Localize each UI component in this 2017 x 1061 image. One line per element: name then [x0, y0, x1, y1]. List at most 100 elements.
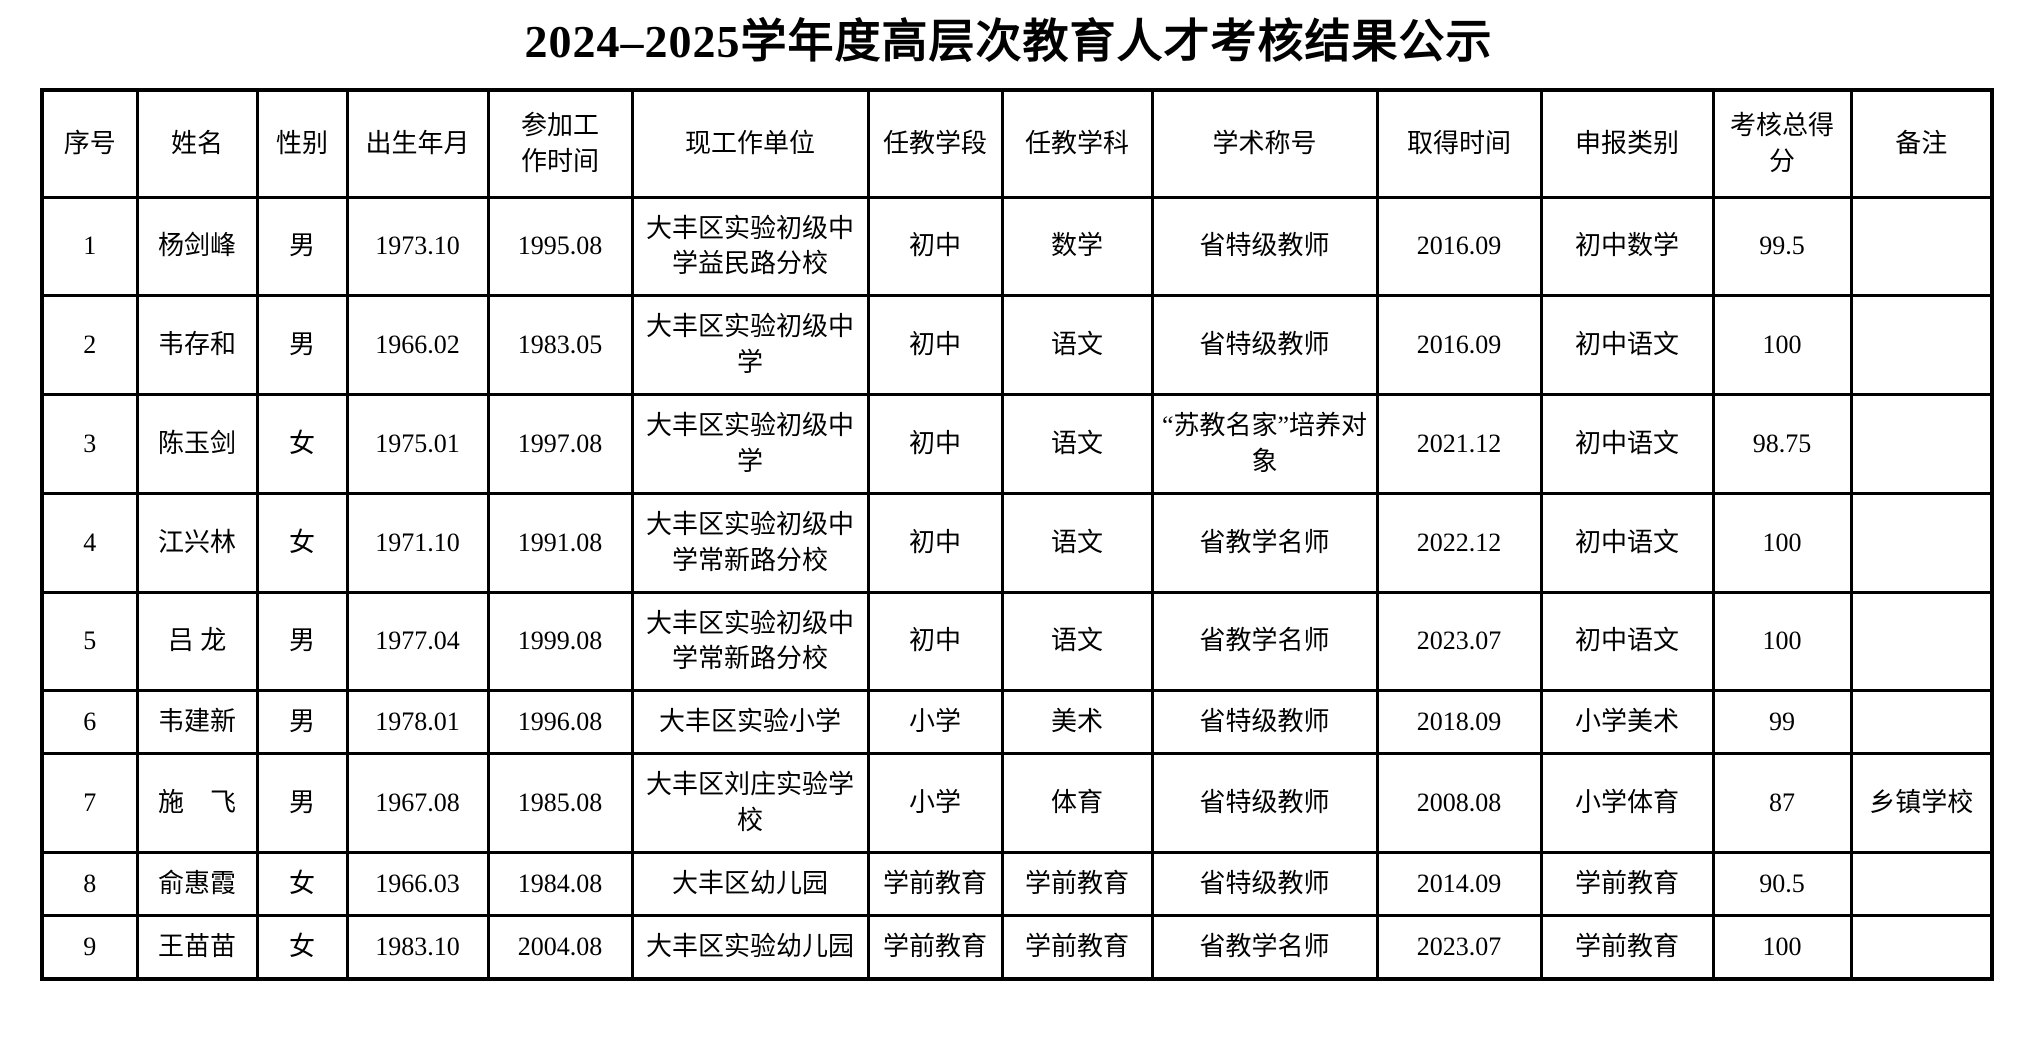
- cell-stage: 学前教育: [866, 913, 1004, 981]
- cell-title: 省特级教师: [1150, 689, 1379, 756]
- cell-score: 100: [1711, 913, 1853, 981]
- table-row: 6 韦建新男 1978.01 1996.08 大丰区实验小学 小学 美术 省特级教师 2018.…: [40, 689, 1994, 756]
- cell-title: 省特级教师: [1150, 294, 1379, 397]
- cell-birth: 1967.08: [345, 752, 490, 854]
- column-header-title: 学术称号: [1150, 88, 1379, 199]
- cell-name: 王苗苗: [135, 913, 259, 981]
- cell-remarks: [1849, 590, 1994, 693]
- column-header-remarks: 备注: [1849, 88, 1994, 199]
- cell-category: 初中数学: [1539, 195, 1715, 298]
- table-row: 1 杨剑峰男 1973.10 1995.08 大丰区实验初级中学益民路分校 初中 数学 省特级…: [40, 195, 1994, 298]
- cell-gender: 女: [255, 913, 349, 981]
- table-row: 2 韦存和男 1966.02 1983.05 大丰区实验初级中学 初中 语文 省特级教师 201…: [40, 294, 1994, 397]
- cell-birth: 1975.01: [345, 393, 490, 495]
- cell-gender: 女: [255, 491, 349, 594]
- cell-remarks: 乡镇学校: [1849, 752, 1994, 854]
- cell-seq: 7: [40, 752, 139, 854]
- cell-workstart: 1985.08: [486, 752, 634, 854]
- cell-name: 韦建新: [135, 689, 259, 756]
- cell-stage: 学前教育: [866, 850, 1004, 917]
- cell-workstart: 1996.08: [486, 689, 634, 756]
- cell-category: 初中语文: [1539, 294, 1715, 397]
- cell-unit: 大丰区实验初级中学益民路分校: [630, 195, 870, 298]
- cell-birth: 1983.10: [345, 913, 490, 981]
- results-table: 序号 姓名 性别 出生年月 参加工 作时间 现工作单位 任教学段 任教学科 学术称号 取得时间 申报…: [40, 87, 1994, 981]
- column-header-score: 考核总得 分: [1711, 88, 1853, 199]
- cell-name: 陈玉剑: [135, 393, 259, 495]
- cell-title: 省特级教师: [1150, 752, 1379, 854]
- cell-remarks: [1849, 393, 1994, 495]
- cell-workstart: 1984.08: [486, 850, 634, 917]
- cell-seq: 9: [40, 913, 139, 981]
- cell-category: 初中语文: [1539, 491, 1715, 594]
- cell-obtained: 2022.12: [1375, 491, 1543, 594]
- cell-stage: 小学: [866, 689, 1004, 756]
- cell-name: 施 飞: [135, 752, 259, 854]
- cell-category: 学前教育: [1539, 850, 1715, 917]
- cell-remarks: [1849, 195, 1994, 298]
- column-header-category: 申报类别: [1539, 88, 1715, 199]
- cell-workstart: 1999.08: [486, 590, 634, 693]
- column-header-workstart: 参加工 作时间: [486, 88, 634, 199]
- cell-stage: 小学: [866, 752, 1004, 854]
- cell-unit: 大丰区幼儿园: [630, 850, 870, 917]
- cell-remarks: [1849, 294, 1994, 397]
- cell-subject: 语文: [1000, 294, 1154, 397]
- cell-seq: 4: [40, 491, 139, 594]
- cell-unit: 大丰区实验小学: [630, 689, 870, 756]
- cell-stage: 初中: [866, 294, 1004, 397]
- table-row: 8 俞惠霞女 1966.03 1984.08 大丰区幼儿园 学前教育 学前教育 省特级教师 20…: [40, 850, 1994, 917]
- cell-gender: 男: [255, 689, 349, 756]
- cell-score: 87: [1711, 752, 1853, 854]
- announcement-document: 2024–2025学年度高层次教育人才考核结果公示 序号 姓名 性别 出生年月 参加工 …: [0, 12, 2017, 981]
- header-row: 序号 姓名 性别 出生年月 参加工 作时间 现工作单位 任教学段 任教学科 学术称号 取得时间 申报…: [40, 88, 1994, 199]
- cell-name: 俞惠霞: [135, 850, 259, 917]
- cell-name: 杨剑峰: [135, 195, 259, 298]
- column-header-seq: 序号: [40, 88, 139, 199]
- cell-score: 98.75: [1711, 393, 1853, 495]
- cell-seq: 8: [40, 850, 139, 917]
- cell-title: “苏教名家”培养对象: [1150, 393, 1379, 495]
- table-row: 9 王苗苗女 1983.10 2004.08 大丰区实验幼儿园 学前教育 学前教育 省教学名师…: [40, 913, 1994, 981]
- cell-title: 省教学名师: [1150, 590, 1379, 693]
- cell-birth: 1971.10: [345, 491, 490, 594]
- column-header-gender: 性别: [255, 88, 349, 199]
- cell-category: 小学体育: [1539, 752, 1715, 854]
- cell-stage: 初中: [866, 491, 1004, 594]
- cell-title: 省教学名师: [1150, 491, 1379, 594]
- cell-title: 省特级教师: [1150, 195, 1379, 298]
- column-header-name: 姓名: [135, 88, 259, 199]
- cell-gender: 男: [255, 294, 349, 397]
- table-row: 4 江兴林女 1971.10 1991.08 大丰区实验初级中学常新路分校 初中 语文 省教学…: [40, 491, 1994, 594]
- cell-name: 韦存和: [135, 294, 259, 397]
- cell-stage: 初中: [866, 195, 1004, 298]
- cell-gender: 女: [255, 850, 349, 917]
- cell-subject: 美术: [1000, 689, 1154, 756]
- cell-birth: 1977.04: [345, 590, 490, 693]
- column-header-birth: 出生年月: [345, 88, 490, 199]
- cell-obtained: 2016.09: [1375, 294, 1543, 397]
- cell-score: 100: [1711, 590, 1853, 693]
- cell-unit: 大丰区实验初级中学: [630, 294, 870, 397]
- cell-gender: 男: [255, 195, 349, 298]
- cell-score: 100: [1711, 294, 1853, 397]
- cell-category: 小学美术: [1539, 689, 1715, 756]
- cell-title: 省特级教师: [1150, 850, 1379, 917]
- column-header-stage: 任教学段: [866, 88, 1004, 199]
- cell-unit: 大丰区刘庄实验学校: [630, 752, 870, 854]
- cell-subject: 学前教育: [1000, 913, 1154, 981]
- cell-subject: 语文: [1000, 590, 1154, 693]
- cell-score: 99: [1711, 689, 1853, 756]
- cell-stage: 初中: [866, 590, 1004, 693]
- cell-workstart: 1983.05: [486, 294, 634, 397]
- cell-gender: 男: [255, 590, 349, 693]
- cell-birth: 1966.02: [345, 294, 490, 397]
- cell-gender: 男: [255, 752, 349, 854]
- cell-birth: 1966.03: [345, 850, 490, 917]
- page-title: 2024–2025学年度高层次教育人才考核结果公示: [524, 16, 1493, 67]
- cell-title: 省教学名师: [1150, 913, 1379, 981]
- cell-name: 吕 龙: [135, 590, 259, 693]
- cell-category: 初中语文: [1539, 393, 1715, 495]
